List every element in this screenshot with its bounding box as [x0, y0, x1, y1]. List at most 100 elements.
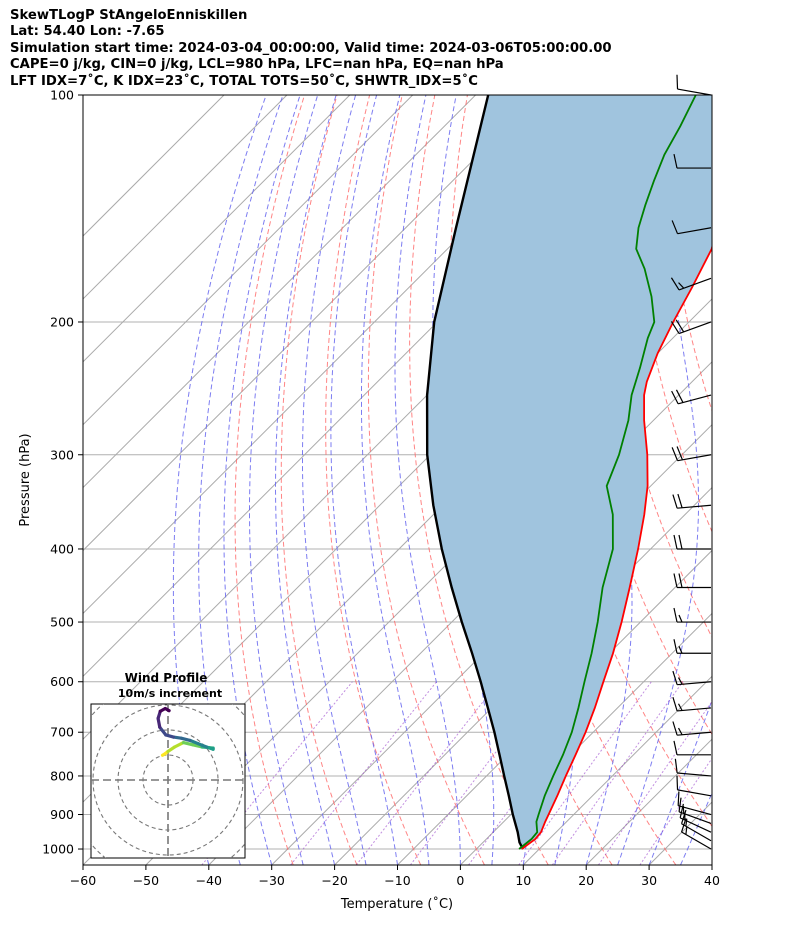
y-tick-label: 100 — [50, 88, 74, 103]
hodograph-subtitle: 10m/s increment — [118, 687, 222, 700]
moist-adiabat — [172, 95, 267, 865]
hodograph-inset: Wind Profile 10m/s increment — [90, 671, 246, 859]
hodograph-segment — [181, 740, 195, 747]
wind-barb — [673, 639, 711, 654]
wind-barb — [673, 153, 711, 169]
x-tick-label: −60 — [70, 873, 96, 888]
wind-barb — [677, 791, 712, 816]
moist-adiabat — [394, 95, 461, 865]
mixing-ratio-line — [551, 681, 684, 865]
wind-barb — [676, 74, 712, 96]
isotherm-line — [522, 675, 712, 865]
mixing-ratio-line — [518, 681, 652, 865]
isotherm-line — [271, 423, 712, 865]
moist-adiabat — [275, 95, 337, 865]
dry-adiabat — [662, 95, 712, 413]
wind-barb — [673, 607, 711, 623]
hodograph-segment — [173, 740, 185, 749]
wind-barbs — [670, 74, 712, 850]
x-axis: −60 −50 −40 −30 −20 −10 0 10 20 30 40 — [70, 865, 720, 888]
y-axis-label: Pressure (hPa) — [18, 433, 33, 526]
moist-adiabat — [680, 792, 712, 865]
moist-adiabat — [223, 95, 301, 865]
x-tick-label: 30 — [641, 873, 657, 888]
moist-adiabat — [617, 95, 699, 865]
wind-barb — [672, 493, 712, 509]
y-tick-label: 800 — [50, 768, 74, 783]
x-tick-label: 10 — [515, 873, 531, 888]
wind-barb — [671, 220, 712, 235]
moist-adiabat — [711, 863, 712, 865]
wind-barb — [670, 277, 712, 291]
isotherm-line — [83, 95, 225, 237]
dry-adiabat — [367, 95, 485, 865]
moist-adiabat — [648, 698, 712, 865]
hodograph-segment — [158, 725, 168, 737]
isotherm-line — [83, 95, 351, 363]
y-tick-label: 600 — [50, 674, 74, 689]
dry-adiabat — [280, 95, 358, 865]
wind-barb — [672, 670, 712, 686]
y-tick-label: 200 — [50, 314, 74, 329]
isotherm-line — [334, 486, 712, 865]
wind-barb — [673, 534, 711, 550]
parcel-line — [425, 95, 524, 850]
x-axis-label: Temperature (˚C) — [340, 896, 453, 912]
isotherm-line — [83, 95, 476, 489]
location-line: Lat: 54.40 Lon: -7.65 — [10, 24, 165, 40]
cape-line: CAPE=0 j/kg, CIN=0 j/kg, LCL=980 hPa, LF… — [10, 57, 504, 73]
hodograph-segment — [191, 743, 204, 749]
x-tick-label: 20 — [578, 873, 594, 888]
cin-shading — [427, 95, 712, 849]
moist-adiabat — [330, 95, 398, 865]
isotherm-line — [83, 95, 539, 552]
wind-barb — [672, 697, 712, 712]
mixing-ratio-line — [290, 681, 437, 865]
x-tick-label: −40 — [196, 873, 222, 888]
isotherm-line — [83, 95, 414, 426]
y-tick-label: 900 — [50, 807, 74, 822]
y-tick-label: 400 — [50, 541, 74, 556]
moist-adiabat — [302, 95, 367, 865]
profiles — [425, 95, 712, 850]
moist-adiabat — [198, 95, 284, 865]
wind-barb — [673, 740, 711, 756]
title-block: SkewTLogP StAngeloEnniskillen Lat: 54.40… — [10, 8, 612, 90]
dry-adiabat — [728, 95, 794, 865]
dry-adiabat — [325, 95, 422, 865]
hodograph-segment — [163, 706, 171, 713]
mixing-ratio-line — [639, 757, 712, 865]
index-line: LFT IDX=7˚C, K IDX=23˚C, TOTAL TOTS=50˚C… — [10, 73, 478, 89]
x-tick-label: 0 — [456, 873, 464, 888]
wind-barb — [671, 446, 712, 462]
wind-barb — [672, 721, 712, 736]
time-line: Simulation start time: 2024-03-04_00:00:… — [10, 40, 612, 56]
y-tick-label: 700 — [50, 725, 74, 740]
y-tick-label: 1000 — [42, 842, 74, 857]
dry-adiabat — [234, 95, 305, 865]
mixing-ratio-line — [597, 700, 712, 865]
wind-barb — [670, 319, 712, 335]
wind-barb — [671, 389, 712, 405]
isotherm-line — [83, 95, 288, 300]
y-tick-label: 500 — [50, 615, 74, 630]
dry-adiabat — [761, 95, 794, 865]
moist-adiabat — [249, 95, 319, 865]
chart-title: SkewTLogP StAngeloEnniskillen — [10, 8, 248, 23]
temperature-line — [521, 244, 712, 850]
moist-adiabat — [361, 95, 430, 865]
y-tick-label: 300 — [50, 447, 74, 462]
y-axis: 1000 900 800 700 600 500 400 300 200 100 — [42, 88, 83, 857]
hodograph-title: Wind Profile — [125, 671, 208, 685]
x-tick-label: 40 — [704, 873, 720, 888]
dewpoint-line — [518, 95, 697, 850]
isotherm-line — [711, 864, 712, 865]
wind-barb — [676, 775, 712, 797]
wind-barb — [674, 758, 712, 777]
wind-barb — [673, 573, 711, 589]
x-tick-label: −30 — [259, 873, 285, 888]
isotherm-line — [460, 612, 712, 865]
x-tick-label: −10 — [384, 873, 410, 888]
x-tick-label: −50 — [133, 873, 159, 888]
